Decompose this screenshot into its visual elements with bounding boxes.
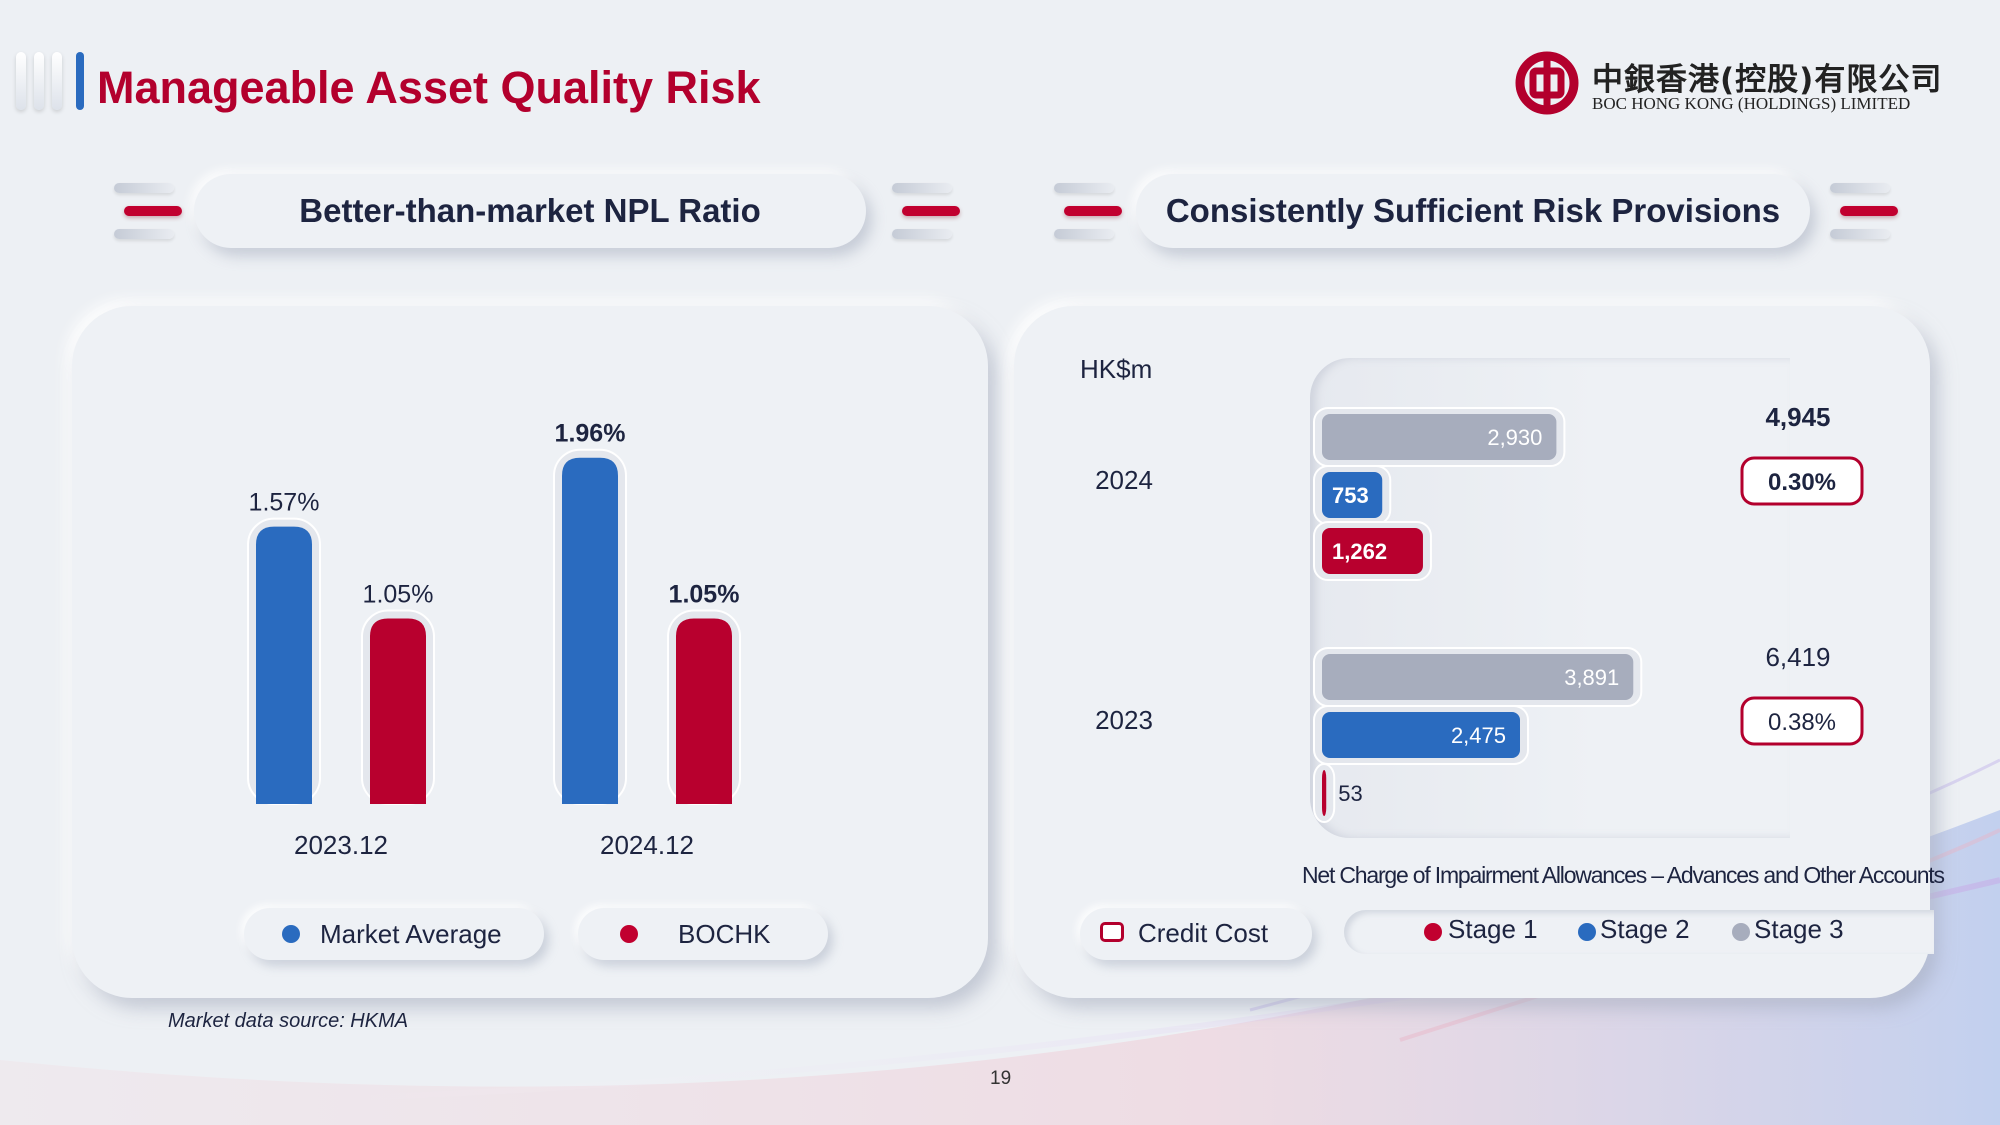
credit-cost-box	[1740, 696, 1864, 746]
title-decoration-bars	[16, 52, 86, 110]
category-label: 2024	[1095, 465, 1153, 495]
bar-stage-2	[1322, 712, 1520, 758]
legend-label: Stage 2	[1600, 914, 1690, 944]
npl-ratio-chart: 1.57% 1.05% 2023.12 1.96% 1.05% 2024.12	[247, 420, 741, 860]
data-label: 1,262	[1332, 539, 1387, 564]
stage-2-dot-icon	[1578, 923, 1596, 941]
bar-market-average	[256, 526, 312, 804]
legend-label: Stage 1	[1448, 914, 1538, 944]
risk-provisions-heading: Consistently Sufficient Risk Provisions	[1136, 174, 1810, 248]
legend-label: Stage 3	[1754, 914, 1844, 944]
category-label: 2023	[1095, 705, 1153, 735]
data-label: 53	[1338, 781, 1362, 806]
data-label: 1.96%	[555, 420, 626, 448]
bar-market-average	[562, 457, 618, 804]
bar-stage-3	[1322, 414, 1557, 460]
stage-1-dot-icon	[1424, 923, 1442, 941]
data-label: 1.05%	[669, 581, 740, 609]
bar-stage-2	[1322, 472, 1383, 518]
credit-cost-label: 0.30%	[1768, 469, 1836, 496]
bar-stage-1	[1322, 770, 1327, 816]
total-label: 6,419	[1765, 642, 1830, 672]
legend-credit-cost: Credit Cost	[1080, 908, 1312, 960]
npl-ratio-panel: 1.57% 1.05% 2023.12 1.96% 1.05% 2024.12 Marke…	[72, 306, 988, 998]
legend-label: BOCHK	[678, 919, 771, 949]
legend-stages: Stage 1 Stage 2 Stage 3	[1344, 910, 1934, 954]
unit-label: HK$m	[1080, 354, 1153, 384]
risk-provisions-panel: HK$m 2024 2,930 753 1,262 4,945 0.30% 2023 3,89…	[1014, 306, 1934, 998]
page-number: 19	[990, 1068, 1012, 1089]
risk-provisions-chart: 2024 2,930 753 1,262 4,945 0.30% 2023 3,891 2,47…	[1095, 402, 1864, 823]
bar-bochk	[370, 618, 426, 804]
bar-stage-3	[1322, 654, 1634, 700]
credit-cost-box	[1740, 456, 1864, 506]
data-label: 2,475	[1451, 723, 1506, 748]
data-label: 753	[1332, 483, 1369, 508]
data-label: 1.57%	[249, 489, 320, 517]
legend-market-average: Market Average	[244, 908, 544, 960]
data-label: 2,930	[1487, 425, 1542, 450]
chart-caption: Net Charge of Impairment Allowances – Ad…	[1302, 862, 1945, 888]
heading-decoration-right	[1826, 176, 1898, 246]
page-title: Manageable Asset Quality Risk	[97, 62, 761, 113]
heading-decoration-left	[1050, 176, 1122, 246]
category-label: 2024.12	[600, 830, 694, 860]
bar-stage-1	[1322, 528, 1423, 574]
market-average-dot-icon	[282, 925, 300, 943]
legend-label: Market Average	[320, 919, 502, 949]
heading-decoration-left	[110, 176, 182, 246]
bar-bochk	[676, 618, 732, 804]
total-label: 4,945	[1765, 402, 1830, 432]
npl-ratio-heading: Better-than-market NPL Ratio	[194, 174, 866, 248]
credit-cost-label: 0.38%	[1768, 709, 1836, 736]
data-label: 1.05%	[363, 581, 434, 609]
footnote: Market data source: HKMA	[168, 1010, 409, 1032]
legend-bochk: BOCHK	[578, 908, 828, 960]
stage-3-dot-icon	[1732, 923, 1750, 941]
credit-cost-box-icon	[1100, 922, 1124, 942]
boc-logo-icon	[1515, 51, 1579, 115]
heading-decoration-right	[888, 176, 960, 246]
company-name-english: BOC HONG KONG (HOLDINGS) LIMITED	[1592, 94, 1911, 113]
bochk-dot-icon	[620, 925, 638, 943]
category-label: 2023.12	[294, 830, 388, 860]
data-label: 3,891	[1564, 665, 1619, 690]
legend-label: Credit Cost	[1138, 918, 1269, 948]
company-name-chinese: 中銀香港(控股)有限公司	[1592, 62, 1943, 98]
